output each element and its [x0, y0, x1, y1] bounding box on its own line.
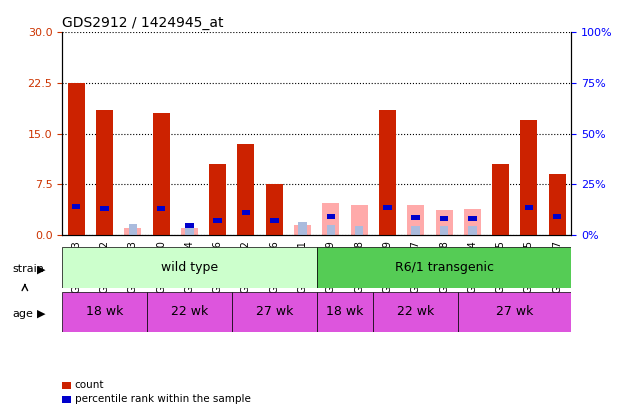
Bar: [322, 202, 339, 235]
Text: strain: strain: [12, 264, 44, 274]
FancyBboxPatch shape: [458, 292, 571, 332]
Bar: [68, 83, 84, 235]
Text: age: age: [12, 309, 34, 319]
Text: percentile rank within the sample: percentile rank within the sample: [75, 394, 250, 404]
Bar: [214, 218, 222, 224]
Bar: [96, 110, 113, 235]
FancyBboxPatch shape: [317, 247, 571, 288]
Bar: [468, 216, 476, 222]
Text: ▶: ▶: [37, 309, 46, 319]
Bar: [270, 218, 278, 224]
Text: 27 wk: 27 wk: [256, 305, 293, 318]
Bar: [129, 224, 137, 235]
Bar: [355, 226, 363, 235]
Bar: [435, 210, 453, 235]
Bar: [468, 226, 476, 235]
Bar: [492, 164, 509, 235]
Text: 22 wk: 22 wk: [397, 305, 434, 318]
Text: 22 wk: 22 wk: [171, 305, 208, 318]
Bar: [379, 110, 396, 235]
Text: ▶: ▶: [37, 264, 46, 274]
Bar: [351, 205, 368, 235]
Bar: [101, 206, 109, 211]
Bar: [294, 225, 311, 235]
FancyBboxPatch shape: [62, 292, 147, 332]
Text: wild type: wild type: [161, 261, 218, 274]
FancyBboxPatch shape: [317, 292, 373, 332]
Bar: [185, 225, 194, 235]
Bar: [185, 223, 194, 228]
Bar: [440, 226, 448, 235]
Text: count: count: [75, 380, 104, 390]
Bar: [440, 216, 448, 222]
FancyBboxPatch shape: [232, 292, 317, 332]
Bar: [153, 113, 170, 235]
Bar: [327, 225, 335, 235]
Bar: [157, 206, 165, 211]
Bar: [525, 205, 533, 210]
Bar: [464, 209, 481, 235]
Bar: [181, 228, 198, 235]
Bar: [298, 222, 307, 235]
Text: GDS2912 / 1424945_at: GDS2912 / 1424945_at: [62, 16, 224, 30]
FancyBboxPatch shape: [373, 292, 458, 332]
Text: R6/1 transgenic: R6/1 transgenic: [394, 261, 494, 274]
Bar: [553, 214, 561, 220]
Bar: [549, 174, 566, 235]
Bar: [124, 228, 142, 235]
Bar: [327, 214, 335, 220]
FancyBboxPatch shape: [62, 247, 317, 288]
Bar: [237, 144, 255, 235]
Bar: [209, 164, 226, 235]
Bar: [412, 226, 420, 235]
Text: 18 wk: 18 wk: [326, 305, 364, 318]
Bar: [383, 205, 392, 210]
Bar: [520, 120, 537, 235]
FancyBboxPatch shape: [147, 292, 232, 332]
Bar: [407, 205, 424, 235]
Bar: [412, 215, 420, 220]
Text: 27 wk: 27 wk: [496, 305, 533, 318]
Text: 18 wk: 18 wk: [86, 305, 123, 318]
Bar: [242, 210, 250, 215]
Bar: [266, 184, 283, 235]
Bar: [72, 204, 81, 209]
